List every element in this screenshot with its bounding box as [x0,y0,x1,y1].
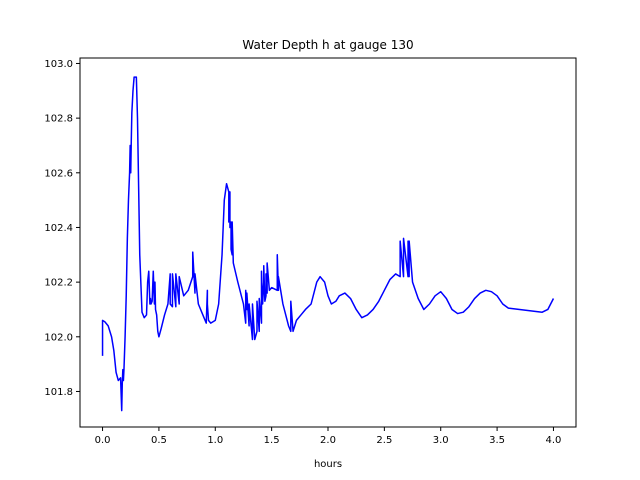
plot-frame [79,57,577,428]
x-tick-label: 3.5 [489,435,505,446]
x-tick-label: 3.0 [433,435,449,446]
y-tick-label: 102.0 [44,332,73,343]
y-tick-label: 102.2 [44,278,73,289]
y-tick-label: 101.8 [44,387,73,398]
x-tick-label: 4.0 [546,435,562,446]
x-axis: 0.0 0.5 1.0 1.5 2.0 2.5 3.0 3.5 4.0 [95,427,562,446]
x-tick-label: 0.0 [95,435,111,446]
x-tick-label: 2.0 [320,435,336,446]
x-axis-label: hours [314,459,342,470]
x-tick-label: 1.0 [207,435,223,446]
y-tick-label: 102.8 [44,114,73,125]
y-tick-label: 102.4 [44,223,73,234]
x-tick-label: 0.5 [151,435,167,446]
y-tick-label: 102.6 [44,168,73,179]
y-axis: 101.8 102.0 102.2 102.4 102.6 102.8 103.0 [44,59,80,398]
x-tick-label: 1.5 [264,435,280,446]
y-tick-label: 103.0 [44,59,73,70]
series-line [101,76,555,412]
x-tick-label: 2.5 [376,435,392,446]
chart-title: Water Depth h at gauge 130 [242,38,413,52]
